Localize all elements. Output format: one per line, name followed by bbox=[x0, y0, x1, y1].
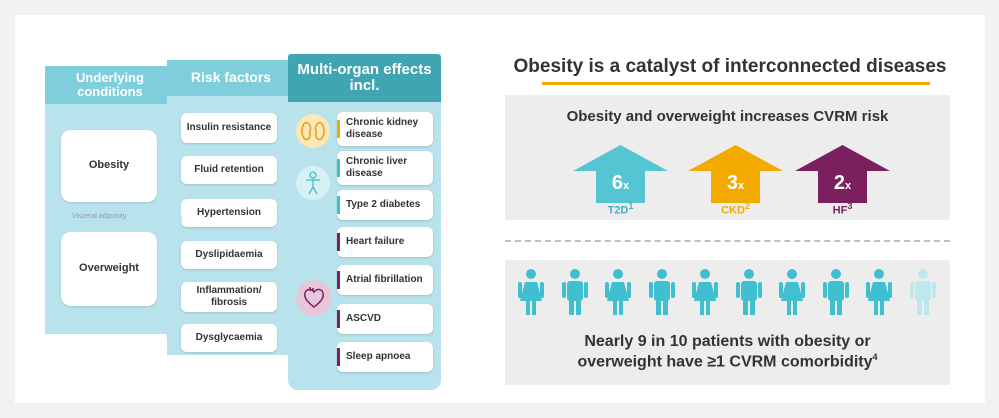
effect-label: ASCVD bbox=[346, 313, 382, 324]
patients-statement-line1: Nearly 9 in 10 patients with obesity or bbox=[584, 333, 871, 350]
kidney-icon bbox=[296, 114, 330, 148]
reference-marker: 2 bbox=[744, 201, 750, 211]
effect-box-ascvd: ASCVD bbox=[337, 304, 433, 334]
effect-marker bbox=[337, 310, 340, 328]
risk-factor-box: Inflammation/ fibrosis bbox=[181, 282, 277, 312]
effect-label: Sleep apnoea bbox=[346, 351, 411, 362]
patient-icon-no-comorbidity bbox=[909, 268, 937, 321]
effect-marker bbox=[337, 348, 340, 366]
title-underline bbox=[542, 82, 930, 85]
underlying-conditions-column: Underlying conditions Obesity Overweight bbox=[45, 66, 175, 334]
risk-condition-label: CKD bbox=[721, 204, 745, 217]
effect-marker bbox=[337, 271, 340, 289]
risk-arrow-ckd: 3x CKD2 bbox=[688, 145, 783, 217]
patient-icon-comorbidity bbox=[561, 268, 589, 321]
risk-factor-box: Dyslipidaemia bbox=[181, 241, 277, 269]
risk-arrow-t2d: 6x T2D1 bbox=[573, 145, 668, 217]
effect-box-atrial-fibrillation: Atrial fibrillation bbox=[337, 265, 433, 295]
risk-condition-label: T2D bbox=[607, 204, 629, 217]
risk-arrow-hf: 2x HF3 bbox=[795, 145, 890, 217]
risk-multiplier-value: 6 bbox=[611, 172, 623, 194]
effect-box-chronic-kidney-disease: Chronic kidney disease bbox=[337, 112, 433, 146]
patients-panel bbox=[505, 260, 950, 385]
overweight-box: Overweight bbox=[61, 232, 157, 306]
risk-multiplier-value: 2 bbox=[833, 172, 845, 194]
effect-marker bbox=[337, 120, 340, 138]
effect-label: Heart failure bbox=[346, 236, 405, 247]
risk-factor-box: Insulin resistance bbox=[181, 113, 277, 143]
patients-statement-line2: overweight have ≥1 CVRM comorbidity bbox=[577, 353, 873, 371]
patient-icon-comorbidity bbox=[735, 268, 763, 321]
effect-label: Type 2 diabetes bbox=[346, 199, 421, 210]
reference-marker: 3 bbox=[847, 201, 853, 211]
patients-statement: Nearly 9 in 10 patients with obesity or … bbox=[505, 332, 950, 372]
effect-marker bbox=[337, 159, 340, 177]
effect-box-type-2-diabetes: Type 2 diabetes bbox=[337, 190, 433, 220]
risk-factors-header: Risk factors bbox=[167, 60, 295, 96]
patient-icon-comorbidity bbox=[778, 268, 806, 321]
risk-factor-box: Dysglycaemia bbox=[181, 324, 277, 352]
effect-box-chronic-liver-disease: Chronic liver disease bbox=[337, 151, 433, 185]
reference-marker: 4 bbox=[872, 352, 878, 362]
underlying-conditions-header: Underlying conditions bbox=[45, 66, 175, 104]
risk-multiplier-unit: x bbox=[738, 180, 745, 192]
section-divider bbox=[505, 240, 950, 242]
patient-icon-comorbidity bbox=[865, 268, 893, 321]
cvrm-risk-subtitle: Obesity and overweight increases CVRM ri… bbox=[566, 108, 889, 125]
multi-organ-effects-header: Multi-organ effects incl. bbox=[288, 54, 441, 102]
multi-organ-effects-column: Multi-organ effects incl. Chronic kidney… bbox=[288, 54, 441, 390]
risk-multiplier-unit: x bbox=[623, 180, 630, 192]
reference-marker: 1 bbox=[628, 201, 634, 211]
risk-multiplier-value: 3 bbox=[726, 172, 738, 194]
risk-multiplier-unit: x bbox=[845, 180, 852, 192]
effect-label: Atrial fibrillation bbox=[346, 274, 423, 285]
effect-label: Chronic liver disease bbox=[346, 156, 408, 179]
risk-factor-box: Fluid retention bbox=[181, 156, 277, 184]
patient-icon-comorbidity bbox=[822, 268, 850, 321]
risk-condition-label: HF bbox=[832, 204, 848, 217]
patient-icon-comorbidity bbox=[691, 268, 719, 321]
heart-icon bbox=[296, 280, 332, 316]
effect-box-sleep-apnoea: Sleep apnoea bbox=[337, 342, 433, 372]
patient-icon-comorbidity bbox=[604, 268, 632, 321]
risk-factor-box: Hypertension bbox=[181, 199, 277, 227]
effect-label: Chronic kidney disease bbox=[346, 117, 419, 140]
patient-icon-comorbidity bbox=[648, 268, 676, 321]
chevron-arrow-left bbox=[166, 100, 182, 340]
obesity-box: Obesity bbox=[61, 130, 157, 202]
effect-marker bbox=[337, 196, 340, 214]
risk-factors-column: Risk factors Insulin resistance Fluid re… bbox=[167, 60, 295, 355]
effect-box-heart-failure: Heart failure bbox=[337, 227, 433, 257]
body-icon bbox=[296, 166, 330, 200]
visceral-adiposity-label: Visceral adiposity bbox=[72, 213, 127, 220]
effect-marker bbox=[337, 233, 340, 251]
patient-icon-comorbidity bbox=[517, 268, 545, 321]
main-title: Obesity is a catalyst of interconnected … bbox=[513, 56, 947, 77]
